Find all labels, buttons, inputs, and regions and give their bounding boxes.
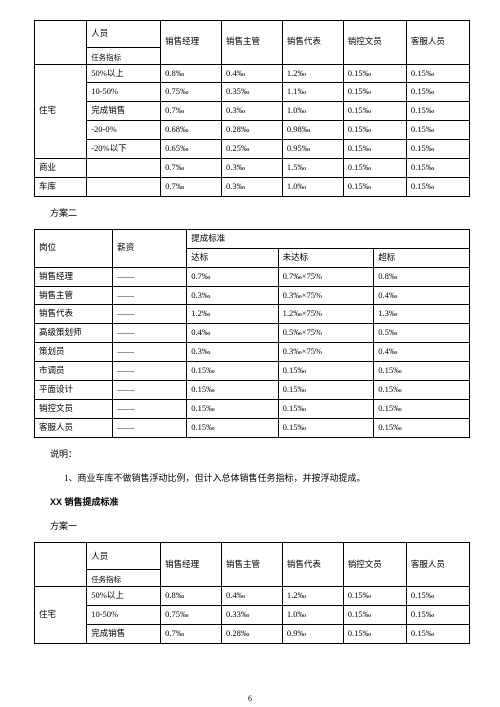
col-salary: 薪资 — [113, 229, 187, 267]
plan-2-label: 方案二 — [50, 205, 470, 221]
commission-table-3: 人员 销售经理 销售主管 销售代表 销控文员 客服人员 任务指标 住宅 50%以… — [34, 542, 470, 643]
col-rep: 销售代表 — [282, 21, 343, 65]
page-number: 6 — [0, 694, 500, 703]
col-standard-group: 提成标准 — [187, 229, 470, 248]
col-service: 客服人员 — [406, 21, 469, 65]
group-commercial: 商业 — [35, 158, 87, 177]
note-1: 1、商业车库不做销售浮动比例，但计入总体销售任务指标，并按浮动提成。 — [64, 470, 470, 486]
col-over: 超标 — [374, 248, 470, 267]
col-position: 岗位 — [35, 229, 113, 267]
group-garage: 车库 — [35, 177, 87, 196]
col-role: 人员 — [87, 21, 161, 48]
col-manager: 销售经理 — [161, 21, 222, 65]
col-admin: 销控文员 — [343, 21, 406, 65]
commission-table-1: 人员 销售经理 销售主管 销售代表 销控文员 客服人员 任务指标 住宅 50%以… — [34, 20, 470, 197]
col-meet: 达标 — [187, 248, 278, 267]
group-residential: 住宅 — [35, 64, 87, 158]
plan-1-label: 方案一 — [50, 518, 470, 534]
commission-table-2: 岗位 薪资 提成标准 达标 未达标 超标 销售经理——0.7‰0.7‰×75%0… — [34, 229, 470, 438]
note-label: 说明： — [50, 446, 470, 462]
col-under: 未达标 — [278, 248, 374, 267]
col-supervisor: 销售主管 — [222, 21, 283, 65]
section-heading: XX 销售提成标准 — [50, 494, 470, 510]
